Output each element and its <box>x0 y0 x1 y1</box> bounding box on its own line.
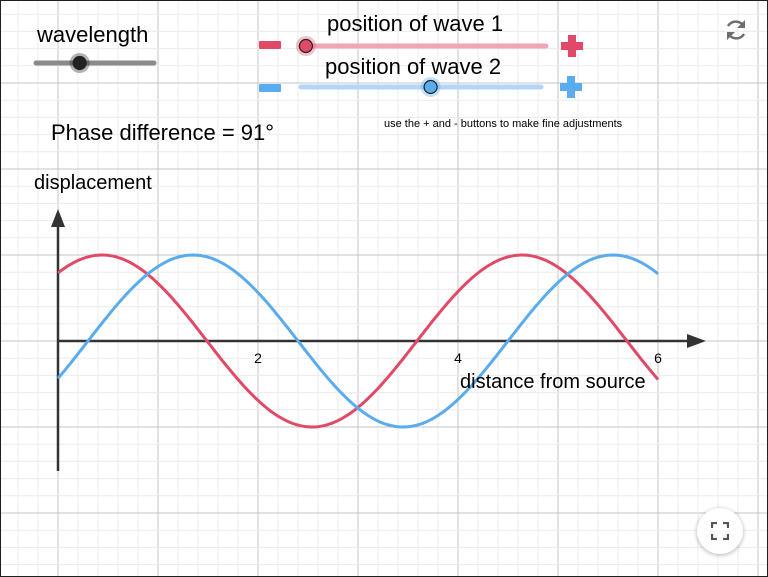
fullscreen-button[interactable] <box>697 508 743 554</box>
phase-difference-prefix: Phase difference = <box>51 120 241 145</box>
reset-icon <box>726 20 746 40</box>
wave2-slider-knob[interactable] <box>423 79 438 95</box>
wave2-slider-title: position of wave 2 <box>325 54 502 79</box>
phase-difference-text: Phase difference = 91° <box>51 120 274 146</box>
phase-difference-value: 91° <box>240 120 275 145</box>
wavelength-label: wavelength <box>37 22 149 47</box>
reset-button[interactable] <box>721 15 751 45</box>
wave1-minus-button[interactable] <box>259 41 281 49</box>
y-axis-label: displacement <box>34 172 152 194</box>
wave2-series-line <box>56 253 659 429</box>
wave2-plus-button[interactable] <box>560 76 582 98</box>
x-axis-arrow <box>687 334 706 348</box>
wave2-minus-button[interactable] <box>259 84 281 92</box>
wave1-plus-button[interactable] <box>561 35 583 57</box>
wave1-slider-knob[interactable] <box>298 38 313 54</box>
fullscreen-icon <box>711 522 729 540</box>
x-axis-label: distance from source <box>460 371 646 393</box>
wavelength-slider-knob[interactable] <box>72 55 87 71</box>
wave1-slider-title: position of wave 1 <box>327 11 504 36</box>
x-tick-label: 4 <box>454 350 462 366</box>
y-axis-arrow <box>51 209 65 227</box>
x-tick-label: 2 <box>254 350 262 366</box>
x-tick-label: 6 <box>654 350 662 366</box>
hint-text: use the + and - buttons to make fine adj… <box>384 118 623 130</box>
